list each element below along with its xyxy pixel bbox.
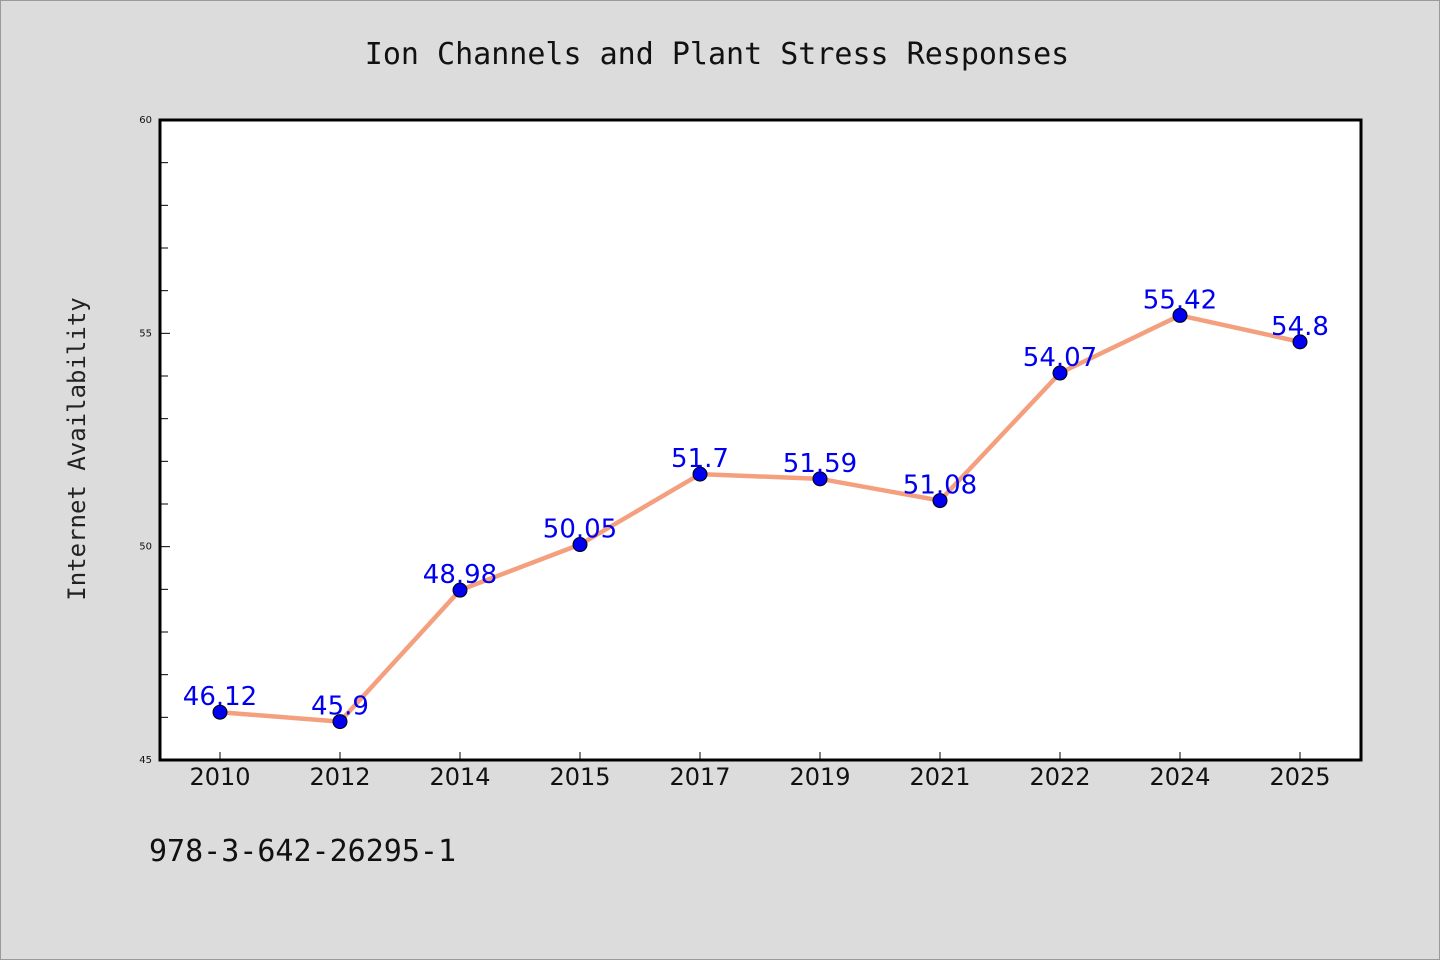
data-label: 46.12 xyxy=(183,682,257,712)
data-label: 48.98 xyxy=(423,560,497,590)
data-label: 51.59 xyxy=(783,449,857,479)
x-tick-label: 2010 xyxy=(189,763,250,791)
x-tick-label: 2015 xyxy=(549,763,610,791)
data-point xyxy=(1052,365,1068,381)
x-tick-label: 2017 xyxy=(669,763,730,791)
data-labels: 46.12 45.9 48.98 50.05 51.7 51.59 51.08 54.07 55… xyxy=(183,285,1329,721)
y-axis-ticks: 45 50 55 60 xyxy=(139,115,170,766)
data-label: 45.9 xyxy=(311,692,369,722)
series-line-group xyxy=(217,313,1303,724)
chart-title: Ion Channels and Plant Stress Responses xyxy=(365,37,1069,72)
x-tick-label: 2024 xyxy=(1149,763,1210,791)
data-point xyxy=(452,582,468,598)
data-label: 50.05 xyxy=(543,515,617,545)
data-label: 51.08 xyxy=(903,471,977,501)
data-point xyxy=(572,537,588,553)
y-tick-label: 45 xyxy=(139,755,152,766)
data-label: 55.42 xyxy=(1143,285,1217,315)
series-line xyxy=(217,313,1303,724)
y-tick-label: 50 xyxy=(139,542,152,553)
data-point xyxy=(1292,334,1308,350)
y-tick-label: 60 xyxy=(139,115,152,126)
data-label: 54.07 xyxy=(1023,343,1097,373)
data-point xyxy=(1172,307,1188,323)
plot-area xyxy=(158,118,1363,762)
data-markers xyxy=(212,307,1308,730)
data-point xyxy=(812,471,828,487)
data-point xyxy=(332,714,348,730)
y-tick-label: 55 xyxy=(139,328,152,339)
data-label: 54.8 xyxy=(1271,312,1329,342)
x-tick-label: 2022 xyxy=(1029,763,1090,791)
footer-caption: 978-3-642-26295-1 xyxy=(149,834,457,869)
x-tick-label: 2012 xyxy=(309,763,370,791)
x-tick-label: 2021 xyxy=(909,763,970,791)
data-label: 51.7 xyxy=(671,444,729,474)
y-axis-label: Internet Availability xyxy=(63,297,91,600)
x-tick-label: 2019 xyxy=(789,763,850,791)
x-tick-label: 2025 xyxy=(1269,763,1330,791)
data-point xyxy=(932,493,948,509)
data-point xyxy=(692,466,708,482)
x-tick-label: 2014 xyxy=(429,763,490,791)
x-axis-ticks: 2010 2012 2014 2015 2017 2019 2021 2022 2024 2025 xyxy=(189,752,1331,791)
data-point xyxy=(212,704,228,720)
